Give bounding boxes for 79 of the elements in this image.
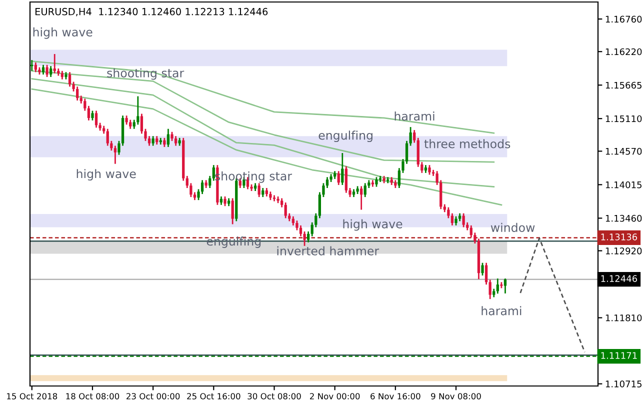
candlestick bbox=[375, 176, 378, 188]
y-tick-label: 1.11810 bbox=[606, 314, 642, 322]
y-tick-label: 1.14015 bbox=[606, 181, 642, 188]
annotation: harami bbox=[482, 306, 522, 316]
x-tick-label: 6 Nov 16:00 bbox=[370, 393, 420, 400]
annotation: engulfing bbox=[318, 130, 372, 142]
candlestick bbox=[174, 135, 178, 146]
candlestick bbox=[106, 128, 109, 146]
annotation: high wave bbox=[33, 27, 92, 39]
annotation: shooting star bbox=[107, 68, 184, 80]
candlestick bbox=[280, 198, 284, 208]
candlestick bbox=[484, 262, 488, 286]
annotation: harami bbox=[394, 111, 434, 121]
candlestick bbox=[200, 179, 204, 195]
y-tick-label: 1.16220 bbox=[606, 48, 642, 56]
y-tick-label: 1.13460 bbox=[606, 214, 642, 222]
x-tick-label: 23 Oct 00:00 bbox=[126, 393, 180, 400]
candlestick bbox=[341, 152, 344, 186]
candlestick bbox=[152, 135, 154, 146]
candlestick bbox=[224, 196, 226, 207]
candlestick bbox=[91, 110, 94, 122]
candlestick bbox=[364, 182, 366, 198]
candlestick bbox=[84, 98, 86, 112]
candlestick bbox=[360, 185, 363, 210]
candlestick bbox=[231, 198, 234, 225]
candlestick bbox=[337, 170, 340, 186]
y-tick-label: 1.16760 bbox=[606, 16, 642, 23]
candlestick bbox=[344, 166, 348, 194]
text: EURUSD,H4 1.12340 1.12460 1.12213 1.12446 bbox=[36, 8, 268, 16]
candlestick bbox=[212, 164, 215, 182]
candlestick bbox=[163, 137, 166, 148]
y-tick-label: 1.14570 bbox=[606, 148, 642, 155]
x-tick-label: 9 Nov 08:00 bbox=[431, 393, 481, 400]
candlestick bbox=[496, 278, 499, 294]
candlestick bbox=[68, 71, 72, 88]
candlestick bbox=[170, 131, 174, 142]
annotation: inverted hammer bbox=[277, 246, 380, 256]
x-tick-label: 15 Oct 2018 bbox=[7, 393, 58, 400]
annotation: window bbox=[490, 222, 535, 232]
annotation: high wave bbox=[343, 219, 402, 231]
x-tick-label: 25 Oct 16:00 bbox=[187, 393, 240, 400]
candlestick bbox=[46, 64, 48, 78]
candlestick bbox=[140, 113, 144, 134]
annotation: high wave bbox=[76, 169, 136, 181]
candlestick bbox=[136, 96, 140, 126]
candlestick bbox=[53, 53, 56, 74]
x-tick-label: 30 Oct 08:00 bbox=[248, 393, 301, 400]
candlestick bbox=[208, 175, 212, 189]
candlestick bbox=[50, 65, 52, 78]
ref-line-label: 1.11171 bbox=[601, 352, 637, 359]
ref-line-label: 1.13136 bbox=[601, 234, 638, 240]
candlestick bbox=[148, 135, 151, 146]
candlestick bbox=[481, 262, 484, 276]
candlestick bbox=[306, 230, 310, 244]
candlestick bbox=[488, 279, 492, 300]
candlestick bbox=[87, 105, 90, 122]
candlestick bbox=[125, 114, 128, 126]
candlestick bbox=[299, 224, 302, 237]
candlestick bbox=[413, 129, 416, 144]
y-tick-label: 1.15665 bbox=[606, 82, 642, 89]
candlestick bbox=[454, 216, 458, 226]
candlestick bbox=[76, 86, 79, 102]
candlestick bbox=[462, 212, 465, 228]
candlestick bbox=[450, 212, 454, 226]
x-tick-label: 18 Oct 08:00 bbox=[66, 393, 120, 400]
candlestick bbox=[504, 278, 507, 294]
candlestick bbox=[428, 164, 431, 176]
y-tick-label: 1.10715 bbox=[606, 380, 642, 388]
y-tick-label: 1.15110 bbox=[606, 115, 642, 122]
candlestick bbox=[94, 110, 98, 128]
candlestick bbox=[284, 202, 287, 219]
candlestick bbox=[114, 145, 117, 165]
candlestick bbox=[166, 128, 170, 148]
candlestick bbox=[129, 119, 132, 130]
ref-line-label: 1.12446 bbox=[601, 275, 638, 282]
candlestick bbox=[258, 182, 260, 198]
y-tick-label: 1.12920 bbox=[606, 247, 642, 254]
x-tick-label: 2 Nov 00:00 bbox=[310, 393, 360, 400]
annotation: three methods bbox=[424, 139, 510, 148]
